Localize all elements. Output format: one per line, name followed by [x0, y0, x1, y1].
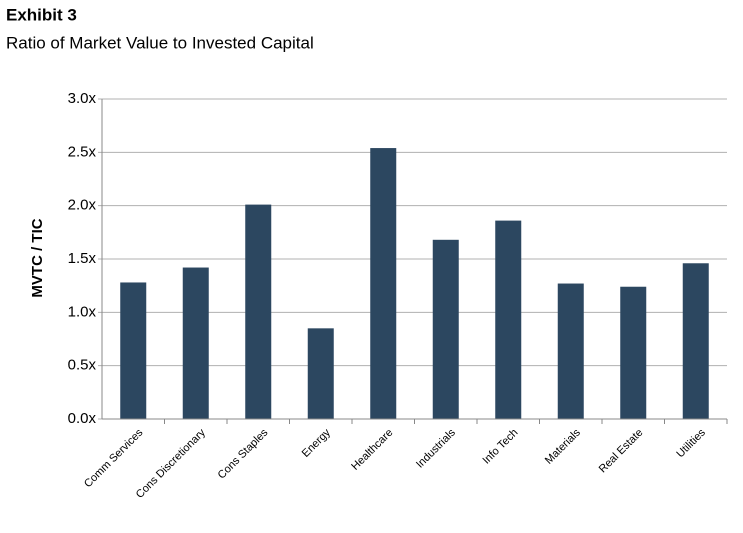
bar — [120, 282, 147, 419]
x-tick-label: Comm Services — [82, 426, 146, 490]
x-tick-label: Real Estate — [597, 427, 646, 476]
x-tick-label: Healthcare — [349, 427, 395, 473]
x-tick-label: Cons Staples — [216, 426, 271, 481]
y-tick-label: 0.5x — [68, 357, 97, 374]
x-tick-label: Utilities — [674, 426, 708, 460]
bar — [620, 286, 647, 419]
bar — [182, 267, 209, 419]
x-tick-label: Materials — [543, 426, 583, 466]
bar — [370, 148, 397, 420]
y-tick-label: 2.0x — [68, 197, 97, 214]
x-tick-label: Energy — [300, 426, 333, 459]
y-tick-label: 1.5x — [68, 250, 97, 267]
y-tick-label: 0.0x — [68, 410, 97, 427]
chart-subtitle: Ratio of Market Value to Invested Capita… — [6, 33, 314, 52]
bar — [682, 263, 709, 419]
y-axis-label: MVTC / TIC — [29, 218, 46, 297]
x-tick-label: Industrials — [414, 426, 458, 470]
x-tick-label: Cons Discretionary — [134, 426, 209, 501]
y-tick-label: 3.0x — [68, 90, 97, 107]
bar — [495, 220, 522, 419]
bar — [245, 204, 272, 419]
y-tick-label: 2.5x — [68, 143, 97, 160]
bar — [432, 239, 459, 419]
x-tick-label: Info Tech — [481, 427, 521, 467]
bar — [307, 328, 334, 419]
bar — [557, 283, 584, 419]
y-tick-label: 1.0x — [68, 303, 97, 320]
chart-title: Exhibit 3 — [6, 5, 77, 24]
